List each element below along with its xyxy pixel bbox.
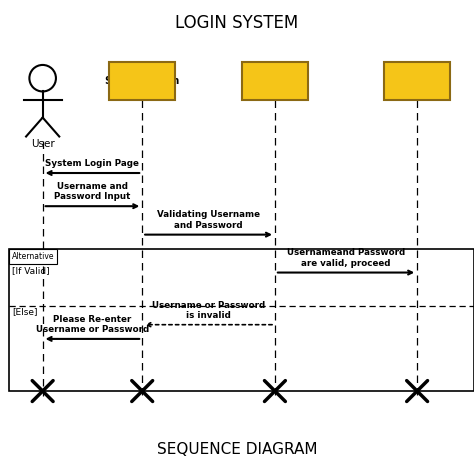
FancyArrowPatch shape [147,323,272,327]
Text: User
Accounts
Database: User Accounts Database [249,63,301,98]
FancyArrowPatch shape [46,204,137,208]
Text: Username or Password
is invalid: Username or Password is invalid [152,301,265,320]
FancyArrowPatch shape [278,271,412,274]
Text: Usernameand Password
are valid, proceed: Usernameand Password are valid, proceed [287,248,405,268]
Text: Validating Username
and Password: Validating Username and Password [157,210,260,230]
Bar [9,249,474,391]
Text: Alternative: Alternative [12,252,55,261]
Text: System Login: System Login [105,75,179,86]
Text: System
Dashboard: System Dashboard [387,69,447,92]
FancyArrowPatch shape [48,337,139,341]
Text: System Login Page: System Login Page [46,159,139,168]
Text: Please Re-enter
Username or Password: Please Re-enter Username or Password [36,315,149,334]
Text: [Else]: [Else] [12,307,37,316]
Bar [109,62,175,100]
Text: [If Valid]: [If Valid] [12,266,49,275]
FancyArrowPatch shape [145,233,270,237]
Bar [384,62,450,100]
Text: SEQUENCE DIAGRAM: SEQUENCE DIAGRAM [157,442,317,457]
Bar [242,62,308,100]
FancyArrowPatch shape [48,171,139,175]
Text: Username and
Password Input: Username and Password Input [54,182,131,201]
Circle shape [29,65,56,91]
Text: LOGIN SYSTEM: LOGIN SYSTEM [175,14,299,32]
Bar [9,249,57,264]
Text: User: User [31,139,55,149]
